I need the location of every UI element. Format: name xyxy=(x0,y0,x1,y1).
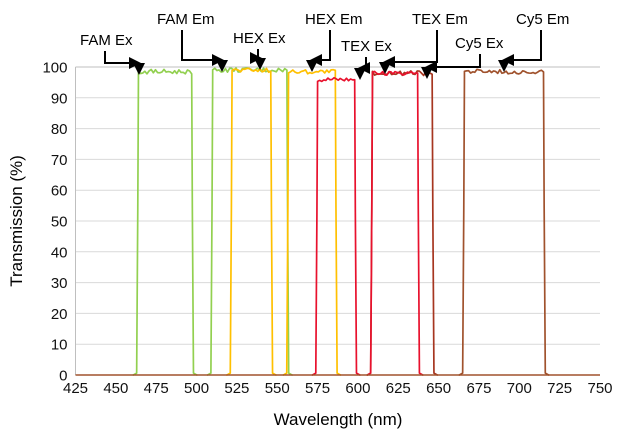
annotation-leader-line xyxy=(425,54,481,73)
y-axis-title: Transmission (%) xyxy=(7,155,26,287)
x-tick-label: 675 xyxy=(466,380,491,397)
y-tick-label: 50 xyxy=(51,214,68,231)
x-tick-label: 650 xyxy=(426,380,451,397)
spectrum-curve-hex-em xyxy=(282,68,342,376)
x-tick-labels: 425 450 475 500 525 550 575 600 625 650 675 700 725 7… xyxy=(63,380,613,397)
x-tick-label: 475 xyxy=(144,380,169,397)
y-tick-label: 0 xyxy=(59,368,67,385)
annotation-leader-line xyxy=(502,30,542,66)
annotation-label: TEX Em xyxy=(412,11,468,28)
x-tick-label: 575 xyxy=(305,380,330,397)
x-axis-title: Wavelength (nm) xyxy=(274,410,403,429)
x-tick-label: 725 xyxy=(547,380,572,397)
x-tick-label: 425 xyxy=(63,380,88,397)
annotation-label: HEX Ex xyxy=(233,30,286,47)
annotation-leader-line xyxy=(383,30,438,68)
annotation-leader-line xyxy=(181,30,224,66)
spectrum-curve-cy5-em xyxy=(458,68,550,376)
y-tick-label: 10 xyxy=(51,337,68,354)
annotation-label: Cy5 Em xyxy=(516,11,569,28)
y-tick-label: 70 xyxy=(51,152,68,169)
annotation-label: FAM Ex xyxy=(80,32,133,49)
y-tick-label: 60 xyxy=(51,183,68,200)
y-tick-label: 90 xyxy=(51,90,68,107)
x-tick-label: 600 xyxy=(345,380,370,397)
x-tick-label: 525 xyxy=(224,380,249,397)
annotation-leader-line xyxy=(104,51,141,69)
x-tick-label: 550 xyxy=(265,380,290,397)
x-tick-label: 625 xyxy=(386,380,411,397)
spectrum-curve-cy5-ex xyxy=(366,70,424,376)
annotation-label: FAM Em xyxy=(157,11,215,28)
annotation-leader-line xyxy=(310,30,331,66)
y-tick-label: 100 xyxy=(42,60,67,77)
y-tick-label: 30 xyxy=(51,275,68,292)
x-tick-label: 700 xyxy=(507,380,532,397)
x-tick-label: 750 xyxy=(587,380,612,397)
annotation-label: HEX Em xyxy=(305,11,363,28)
annotation-label: TEX Ex xyxy=(341,38,392,55)
annotation-callouts: FAM Ex FAM Em HEX Em HEX Ex TEX Ex TEX Em Cy5 … xyxy=(80,11,569,80)
spectrum-curve-hex-ex xyxy=(226,67,277,376)
x-tick-label: 450 xyxy=(103,380,128,397)
y-tick-label: 40 xyxy=(51,244,68,261)
x-tick-label: 500 xyxy=(184,380,209,397)
annotation-label: Cy5 Ex xyxy=(455,35,504,52)
y-tick-label: 20 xyxy=(51,306,68,323)
y-tick-label: 80 xyxy=(51,121,68,138)
